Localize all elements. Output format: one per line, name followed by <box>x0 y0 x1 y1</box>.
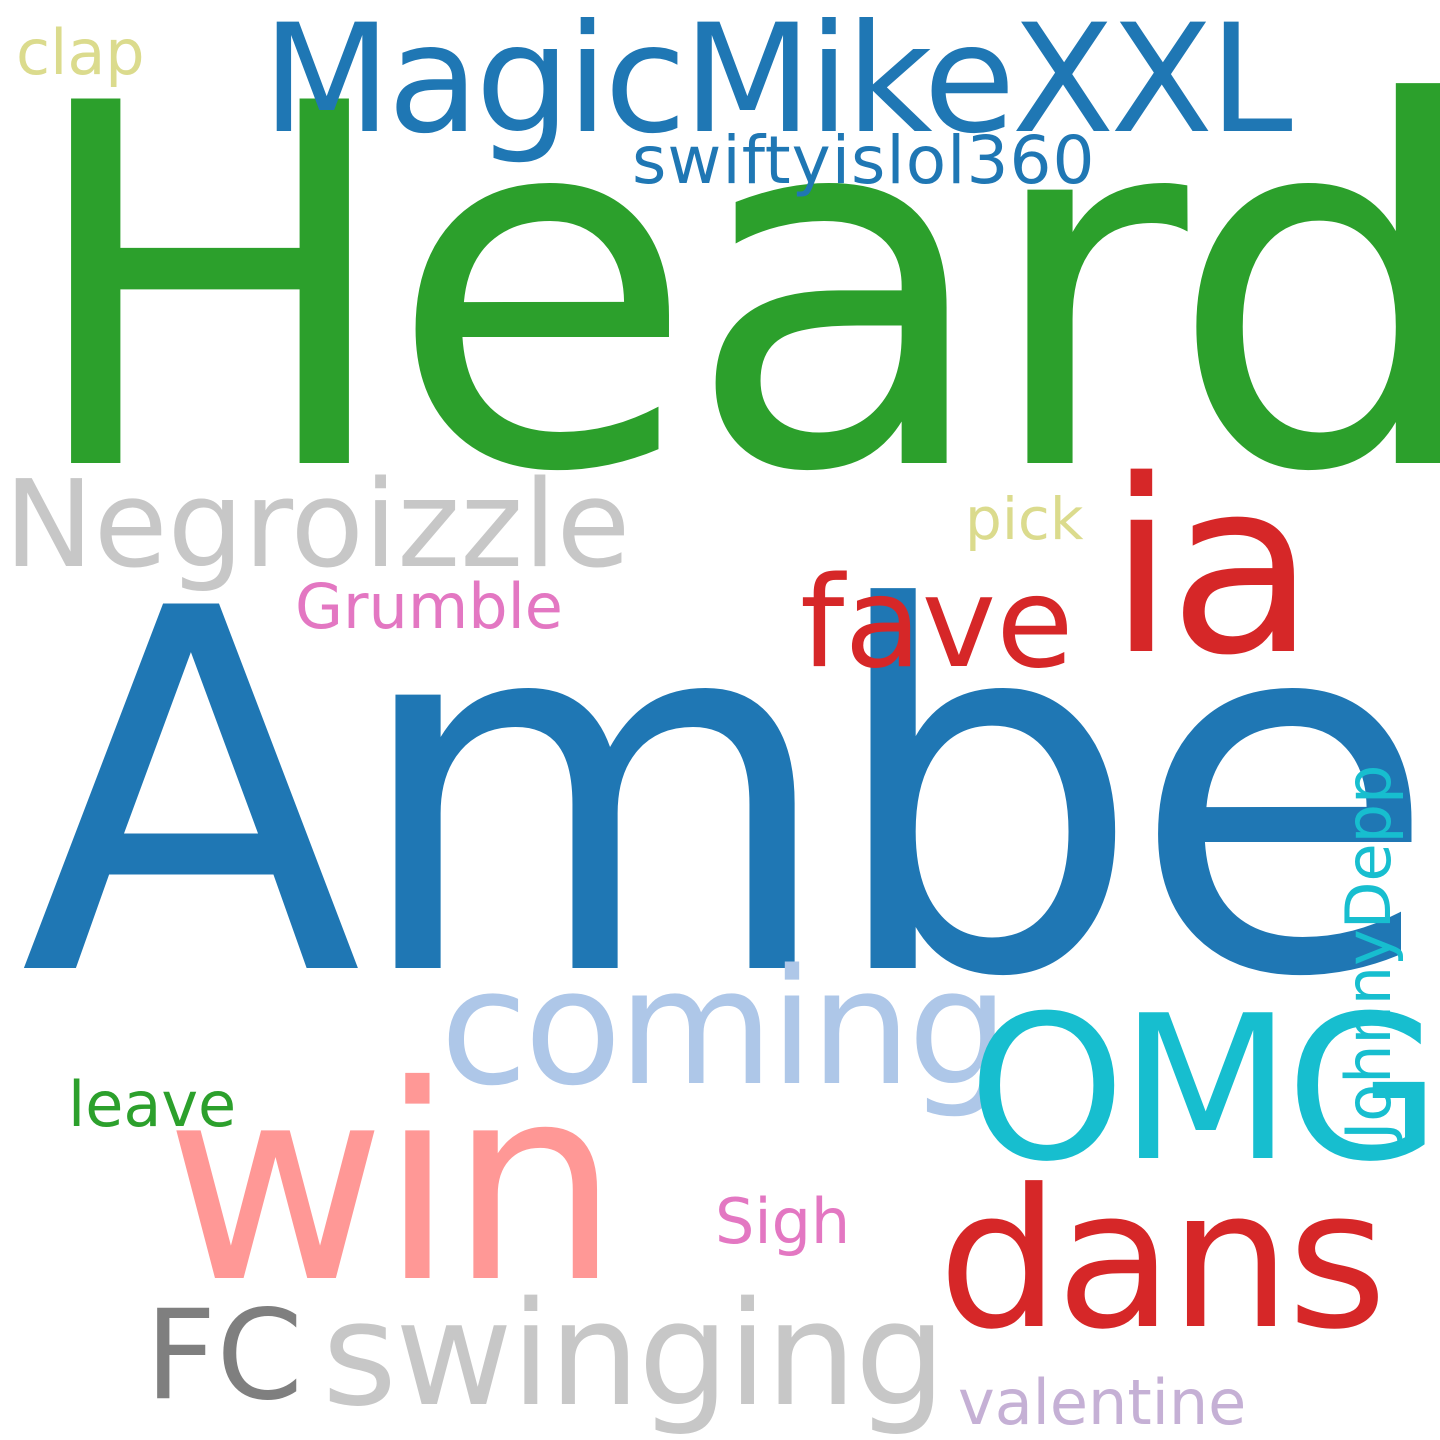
word-ia: ia <box>1108 428 1316 708</box>
word-coming: coming <box>440 934 1009 1121</box>
word-leave: leave <box>68 1068 237 1141</box>
word-fc: FC <box>145 1284 303 1428</box>
word-win: win <box>165 1027 620 1342</box>
word-johnnydepp: JohnnyDepp <box>1332 764 1405 1140</box>
word-negroizzle: Negroizzle <box>4 456 631 595</box>
word-magicmikexxl: MagicMikeXXL <box>262 0 1293 167</box>
word-swinging: swinging <box>322 1270 946 1438</box>
word-valentine: valentine <box>958 1366 1247 1439</box>
word-grumble: Grumble <box>295 570 563 643</box>
word-fave: fave <box>800 549 1074 696</box>
word-omg: OMG <box>968 973 1440 1206</box>
word-sigh: Sigh <box>715 1185 851 1258</box>
word-swiftyislol360: swiftyislol360 <box>632 122 1096 199</box>
word-heard: Heard <box>22 0 1440 581</box>
word-pick: pick <box>965 485 1084 553</box>
word-amber: Amber <box>20 504 1440 1086</box>
word-dans: dans <box>938 1149 1387 1372</box>
word-clap: clap <box>16 16 145 89</box>
